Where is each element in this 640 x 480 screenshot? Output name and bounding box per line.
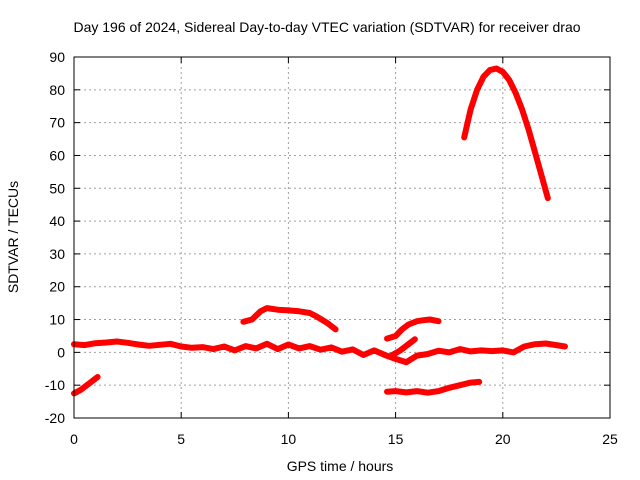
x-tick-label: 15 xyxy=(388,431,404,447)
series-line-mid-arc xyxy=(240,305,339,333)
series-line-late-arc xyxy=(384,316,442,342)
series-line-lower-arc xyxy=(384,378,483,396)
y-tick-label: 0 xyxy=(57,344,65,360)
y-tick-label: 30 xyxy=(49,246,65,262)
tick-labels: 0 5 10 15 20 25 -20 -10 0 10 20 30 40 50 60 70 80 90 xyxy=(45,49,618,447)
y-tick-label: 20 xyxy=(49,279,65,295)
y-tick-label: 60 xyxy=(49,147,65,163)
series-line-high-arc xyxy=(461,65,551,202)
y-axis-label: SDTVAR / TECUs xyxy=(5,181,21,293)
y-tick-label: 50 xyxy=(49,180,65,196)
y-tick-label: 40 xyxy=(49,213,65,229)
chart-title: Day 196 of 2024, Sidereal Day-to-day VTE… xyxy=(73,19,580,35)
series-line-baseline xyxy=(71,338,568,366)
y-tick-label: 70 xyxy=(49,115,65,131)
y-tick-label: -20 xyxy=(45,410,65,426)
x-tick-label: 25 xyxy=(602,431,618,447)
x-tick-label: 20 xyxy=(495,431,511,447)
series-group xyxy=(71,65,568,397)
x-tick-label: 10 xyxy=(281,431,297,447)
series-line-early-negative xyxy=(71,374,101,397)
x-axis-label: GPS time / hours xyxy=(287,458,394,474)
y-tick-label: 10 xyxy=(49,312,65,328)
x-tick-label: 0 xyxy=(70,431,78,447)
y-tick-label: -10 xyxy=(45,377,65,393)
y-tick-label: 90 xyxy=(49,49,65,65)
x-tick-label: 5 xyxy=(177,431,185,447)
series-line-dip-branch xyxy=(388,336,418,359)
grid xyxy=(74,57,610,418)
y-tick-label: 80 xyxy=(49,82,65,98)
plot-frame xyxy=(73,56,611,419)
